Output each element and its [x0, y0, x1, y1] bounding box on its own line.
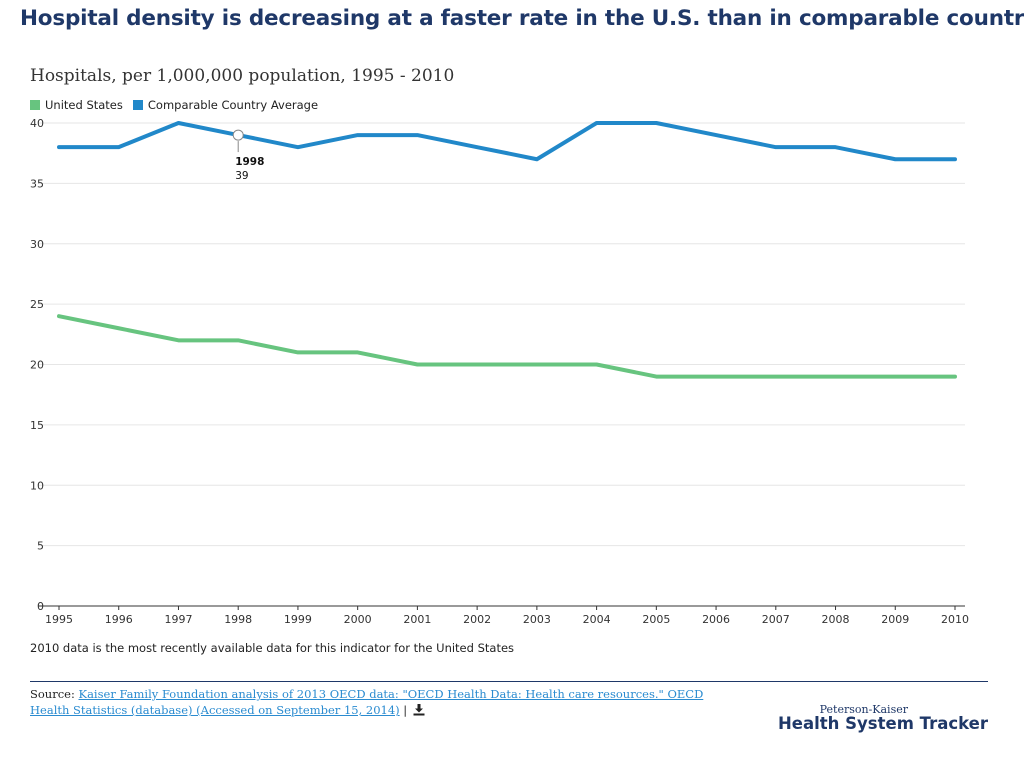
tooltip-marker — [232, 129, 244, 141]
brand-logo-text: Health System Tracker — [778, 714, 988, 733]
data-point-comparable-country-average-2003[interactable] — [532, 154, 542, 164]
data-point-united-states-2003[interactable] — [532, 360, 542, 370]
data-point-comparable-country-average-1995[interactable] — [54, 142, 64, 152]
data-point-united-states-2009[interactable] — [890, 372, 900, 382]
x-tick-label-2001: 2001 — [403, 613, 431, 626]
source-separator: | — [399, 703, 411, 717]
data-point-united-states-2007[interactable] — [771, 372, 781, 382]
data-point-united-states-2004[interactable] — [592, 360, 602, 370]
data-point-comparable-country-average-2004[interactable] — [592, 118, 602, 128]
x-tick-label-1999: 1999 — [284, 613, 312, 626]
y-tick-label-5: 5 — [37, 540, 44, 553]
data-point-united-states-2002[interactable] — [472, 360, 482, 370]
x-tick-label-1995: 1995 — [45, 613, 73, 626]
data-point-united-states-2010[interactable] — [950, 372, 960, 382]
brand-name-small: Peterson-Kaiser — [819, 703, 908, 716]
data-point-comparable-country-average-2000[interactable] — [353, 130, 363, 140]
x-tick-label-2002: 2002 — [463, 613, 491, 626]
source-prefix: Source: — [30, 687, 79, 701]
y-tick-label-25: 25 — [30, 298, 44, 311]
data-point-comparable-country-average-1997[interactable] — [173, 118, 183, 128]
download-icon[interactable] — [413, 704, 425, 720]
source-link[interactable]: Kaiser Family Foundation analysis of 201… — [30, 687, 704, 717]
x-tick-label-1996: 1996 — [105, 613, 133, 626]
data-point-united-states-1998[interactable] — [233, 335, 243, 345]
y-tick-label-40: 40 — [30, 117, 44, 130]
data-point-comparable-country-average-2010[interactable] — [950, 154, 960, 164]
y-tick-label-35: 35 — [30, 177, 44, 190]
y-tick-label-15: 15 — [30, 419, 44, 432]
data-point-united-states-2005[interactable] — [651, 372, 661, 382]
data-point-united-states-2008[interactable] — [831, 372, 841, 382]
tooltip-value: 39 — [235, 170, 248, 182]
series-line-comparable-country-average — [57, 121, 957, 162]
y-tick-label-10: 10 — [30, 479, 44, 492]
legend-swatch-united-states — [30, 100, 40, 110]
data-point-united-states-1996[interactable] — [114, 323, 124, 333]
legend-item-united-states[interactable]: United States — [30, 98, 123, 112]
source-note: Source: Kaiser Family Foundation analysi… — [30, 686, 720, 720]
data-point-united-states-2000[interactable] — [353, 347, 363, 357]
legend-swatch-comparable-average — [132, 100, 143, 110]
data-point-united-states-1997[interactable] — [173, 335, 183, 345]
data-point-comparable-country-average-2007[interactable] — [771, 142, 781, 152]
data-point-comparable-country-average-2001[interactable] — [412, 130, 422, 140]
x-tick-label-2008: 2008 — [822, 613, 850, 626]
data-point-comparable-country-average-1996[interactable] — [114, 142, 124, 152]
x-tick-label-2000: 2000 — [344, 613, 372, 626]
line-chart: 0510152025303540199519961997199819992000… — [30, 117, 969, 626]
tooltip-year: 1998 — [235, 156, 264, 168]
data-point-comparable-country-average-2002[interactable] — [472, 142, 482, 152]
data-point-united-states-1999[interactable] — [293, 347, 303, 357]
data-point-comparable-country-average-2006[interactable] — [711, 130, 721, 140]
data-point-comparable-country-average-2005[interactable] — [651, 118, 661, 128]
headline: Hospital density is decreasing at a fast… — [20, 6, 1024, 31]
x-tick-label-2007: 2007 — [762, 613, 790, 626]
data-point-comparable-country-average-1999[interactable] — [293, 142, 303, 152]
legend-label-comparable-average: Comparable Country Average — [147, 98, 319, 112]
data-point-comparable-country-average-2009[interactable] — [890, 154, 900, 164]
y-tick-label-30: 30 — [30, 238, 44, 251]
x-tick-label-1997: 1997 — [164, 613, 192, 626]
chart-legend: United States Comparable Country Average — [30, 98, 328, 112]
chart-title: Hospitals, per 1,000,000 population, 199… — [30, 66, 455, 86]
x-tick-label-2003: 2003 — [523, 613, 551, 626]
x-tick-label-2010: 2010 — [941, 613, 969, 626]
x-tick-label-2004: 2004 — [583, 613, 611, 626]
x-tick-label-2005: 2005 — [642, 613, 670, 626]
legend-item-comparable-average[interactable]: Comparable Country Average — [132, 98, 319, 112]
legend-label-united-states: United States — [45, 98, 123, 112]
data-point-united-states-2006[interactable] — [711, 372, 721, 382]
series-line-united-states — [57, 314, 957, 379]
data-point-united-states-1995[interactable] — [54, 311, 64, 321]
x-tick-label-2009: 2009 — [881, 613, 909, 626]
divider — [30, 681, 988, 682]
data-point-comparable-country-average-2008[interactable] — [831, 142, 841, 152]
y-tick-label-20: 20 — [30, 359, 44, 372]
footnote: 2010 data is the most recently available… — [30, 641, 515, 655]
x-tick-label-1998: 1998 — [224, 613, 252, 626]
x-tick-label-2006: 2006 — [702, 613, 730, 626]
data-point-united-states-2001[interactable] — [412, 360, 422, 370]
